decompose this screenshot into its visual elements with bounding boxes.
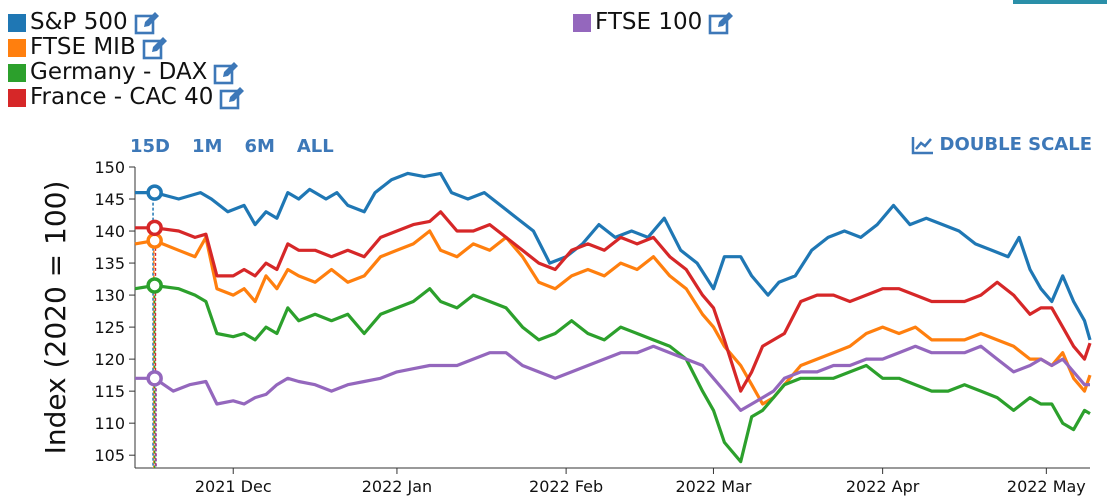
double-scale-label: DOUBLE SCALE xyxy=(939,134,1092,155)
cursor-marker xyxy=(146,277,163,294)
legend-item[interactable]: FTSE 100 xyxy=(573,10,734,35)
series-line xyxy=(135,210,1092,393)
cursor-marker xyxy=(146,370,163,387)
y-tick-label: 150 xyxy=(94,158,125,177)
y-tick-label: 120 xyxy=(94,350,125,369)
double-scale-button[interactable]: DOUBLE SCALE xyxy=(911,134,1092,155)
legend-item[interactable]: Germany - DAX xyxy=(8,60,245,85)
y-tick-label: 140 xyxy=(94,222,125,241)
cursor-marker xyxy=(146,232,163,249)
legend-item[interactable]: FTSE MIB xyxy=(8,35,245,60)
legend-column-1: S&P 500 FTSE MIB Germany - DAX France - CAC… xyxy=(8,10,245,110)
legend-swatch xyxy=(8,38,26,57)
series-line xyxy=(134,283,1091,464)
legend-label: FTSE MIB xyxy=(30,34,136,60)
y-axis-label: Index (2020 = 100) xyxy=(39,181,72,455)
y-tick-label: 145 xyxy=(94,190,125,209)
range-button-all[interactable]: ALL xyxy=(296,136,334,157)
legend-item[interactable]: S&P 500 xyxy=(8,10,245,35)
legend-item[interactable]: France - CAC 40 xyxy=(8,85,245,110)
line-chart-icon xyxy=(911,136,933,154)
range-selector: 15D 1M 6M ALL xyxy=(130,136,356,157)
edit-icon[interactable] xyxy=(213,60,239,86)
y-tick-label: 110 xyxy=(94,414,125,433)
legend-swatch xyxy=(8,13,26,32)
edit-icon[interactable] xyxy=(708,10,734,36)
legend-label: FTSE 100 xyxy=(595,9,703,35)
range-button-15d[interactable]: 15D xyxy=(130,136,170,157)
cursor-marker xyxy=(146,184,163,201)
range-button-1m[interactable]: 1M xyxy=(192,136,223,157)
legend-label: Germany - DAX xyxy=(30,59,208,85)
x-tick-label: 2022 Mar xyxy=(675,477,751,496)
x-tick-label: 2022 May xyxy=(1007,477,1086,496)
range-button-6m[interactable]: 6M xyxy=(244,136,275,157)
legend-column-2: FTSE 100 xyxy=(573,10,734,35)
legend-swatch xyxy=(8,63,26,82)
y-tick-label: 125 xyxy=(94,318,125,337)
y-tick-label: 105 xyxy=(94,446,125,465)
x-tick-label: 2022 Feb xyxy=(529,477,603,496)
y-tick-label: 135 xyxy=(94,254,125,273)
y-tick-label: 130 xyxy=(94,286,125,305)
x-tick-label: 2022 Jan xyxy=(362,477,432,496)
cursor-marker xyxy=(146,219,163,237)
series-line xyxy=(135,171,1092,341)
legend-label: France - CAC 40 xyxy=(30,84,214,110)
edit-icon[interactable] xyxy=(142,35,168,61)
y-tick-label: 115 xyxy=(94,382,125,401)
x-tick-label: 2021 Dec xyxy=(195,477,272,496)
edit-icon[interactable] xyxy=(134,10,160,36)
series-line xyxy=(134,229,1092,406)
legend-swatch xyxy=(573,13,591,32)
top-accent-bar xyxy=(1013,0,1107,4)
series-line xyxy=(135,344,1090,412)
legend-swatch xyxy=(8,88,26,107)
legend-label: S&P 500 xyxy=(30,9,128,35)
x-tick-label: 2022 Apr xyxy=(846,477,920,496)
edit-icon[interactable] xyxy=(219,85,245,111)
